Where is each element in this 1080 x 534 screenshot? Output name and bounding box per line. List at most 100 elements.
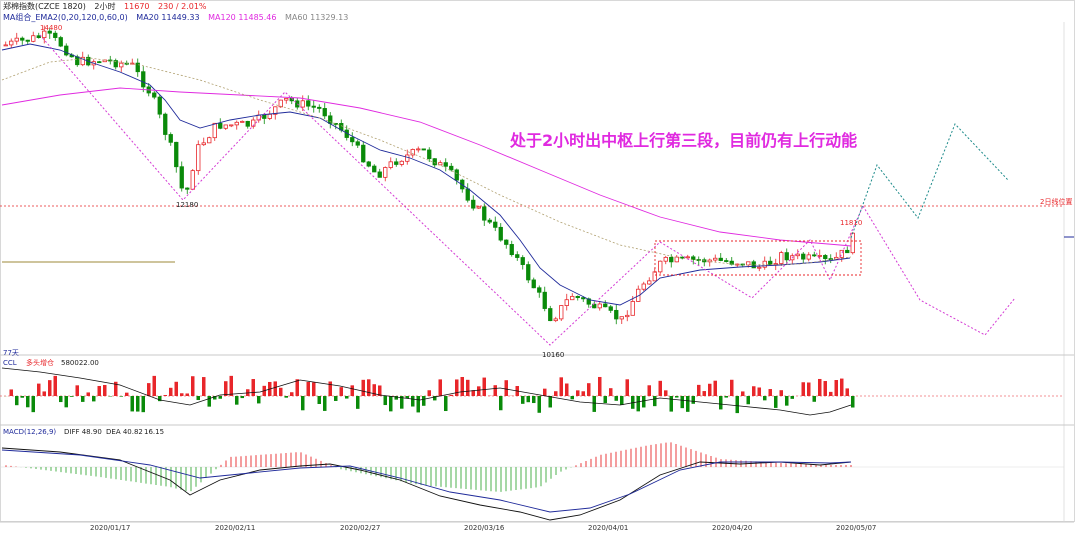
ccl-bar bbox=[664, 390, 668, 396]
period-label: 2小时 bbox=[94, 2, 116, 11]
ma60-line bbox=[1, 57, 852, 266]
candle bbox=[9, 40, 14, 46]
candle bbox=[284, 97, 289, 101]
ccl-bar bbox=[224, 381, 228, 396]
candle bbox=[757, 266, 762, 269]
ccl-bar bbox=[284, 396, 288, 398]
ccl-bar bbox=[807, 382, 811, 396]
candle bbox=[152, 92, 157, 98]
candle bbox=[652, 271, 657, 282]
candle bbox=[135, 62, 140, 73]
ccl-bar bbox=[620, 396, 624, 406]
ccl-bar bbox=[389, 396, 393, 412]
ccl-bar bbox=[691, 396, 695, 404]
ccl-bar bbox=[306, 381, 310, 396]
zigzag-main bbox=[39, 34, 864, 346]
candle bbox=[509, 244, 514, 256]
zigzag-layer bbox=[39, 34, 1016, 346]
candle bbox=[108, 59, 113, 62]
ccl-bar bbox=[114, 381, 118, 396]
ccl-bar bbox=[636, 396, 640, 412]
ccl-bar bbox=[328, 381, 332, 396]
ccl-bar bbox=[653, 396, 657, 407]
candle bbox=[663, 256, 668, 262]
candle bbox=[388, 161, 393, 168]
candle bbox=[812, 254, 817, 257]
ccl-bar bbox=[526, 396, 530, 403]
ccl-bar bbox=[785, 396, 789, 406]
candle bbox=[157, 96, 162, 115]
ccl-name: CCL bbox=[3, 359, 17, 367]
ccl-bar bbox=[169, 387, 173, 396]
macd-value: 16.15 bbox=[144, 428, 164, 436]
ccl-bar bbox=[235, 396, 239, 405]
ccl-bar bbox=[741, 391, 745, 396]
candle bbox=[746, 261, 751, 266]
candle bbox=[515, 254, 520, 258]
ma-legend-name: MA组合_EMA2(0,20,120,0,60,0) bbox=[3, 13, 128, 22]
daily-line-label: 2日线位置 bbox=[1040, 197, 1072, 206]
ccl-bar bbox=[9, 389, 13, 396]
ccl-bar bbox=[367, 379, 371, 396]
ccl-bar bbox=[779, 390, 783, 396]
candle bbox=[58, 37, 63, 47]
ccl-bar bbox=[361, 379, 365, 396]
ccl-bar bbox=[31, 396, 35, 413]
candle bbox=[718, 257, 723, 261]
candle bbox=[273, 106, 278, 115]
ccl-bar bbox=[548, 396, 552, 408]
candle bbox=[179, 166, 184, 189]
candle bbox=[691, 256, 696, 260]
ccl-bar bbox=[405, 396, 409, 399]
ccl-value: 580022.00 bbox=[61, 359, 99, 367]
candle bbox=[713, 257, 718, 261]
ccl-bar bbox=[812, 396, 816, 402]
ccl-bar bbox=[455, 379, 459, 396]
candle bbox=[625, 314, 630, 318]
ccl-bar bbox=[686, 396, 690, 412]
ccl-bar bbox=[669, 396, 673, 412]
candle bbox=[438, 162, 443, 166]
ccl-bar bbox=[53, 375, 57, 396]
ccl-bar bbox=[301, 396, 305, 411]
header-bar: 郑棉指数(CZCE 1820) 2小时 11670 230 / 2.01% bbox=[3, 2, 213, 12]
candle bbox=[724, 260, 729, 262]
candle bbox=[498, 226, 503, 241]
ccl-bar bbox=[433, 396, 437, 401]
candle bbox=[278, 99, 283, 108]
candles-layer bbox=[3, 25, 855, 325]
ccl-bar bbox=[191, 376, 195, 396]
candle bbox=[311, 105, 316, 108]
candle bbox=[834, 256, 839, 260]
candle bbox=[377, 171, 382, 178]
ccl-bar bbox=[64, 396, 68, 408]
ccl-bar bbox=[845, 388, 849, 396]
ccl-bar bbox=[493, 385, 497, 396]
ccl-bar bbox=[598, 376, 602, 396]
candle bbox=[526, 264, 531, 281]
ccl-bar bbox=[323, 396, 327, 411]
candle bbox=[306, 100, 311, 107]
candle bbox=[520, 257, 525, 265]
ccl-bar bbox=[257, 396, 261, 404]
candle bbox=[3, 44, 8, 47]
candle bbox=[619, 316, 624, 320]
ma120-line bbox=[1, 87, 852, 247]
candle bbox=[421, 148, 426, 151]
date-tick: 2020/02/27 bbox=[340, 524, 380, 532]
candle bbox=[317, 106, 322, 109]
ma20-legend: MA20 11449.33 bbox=[136, 13, 200, 22]
ccl-bar bbox=[444, 396, 448, 412]
ccl-bar bbox=[708, 383, 712, 396]
ccl-bar bbox=[218, 396, 222, 399]
ccl-bar bbox=[196, 396, 200, 401]
ccl-bar bbox=[730, 379, 734, 396]
ccl-bar bbox=[697, 384, 701, 396]
ccl-bar bbox=[801, 382, 805, 396]
candle bbox=[394, 161, 399, 165]
ccl-bar bbox=[818, 378, 822, 396]
candle bbox=[779, 252, 784, 264]
ccl-bar bbox=[559, 377, 563, 396]
ccl-bar bbox=[554, 391, 558, 396]
candle bbox=[806, 254, 811, 260]
